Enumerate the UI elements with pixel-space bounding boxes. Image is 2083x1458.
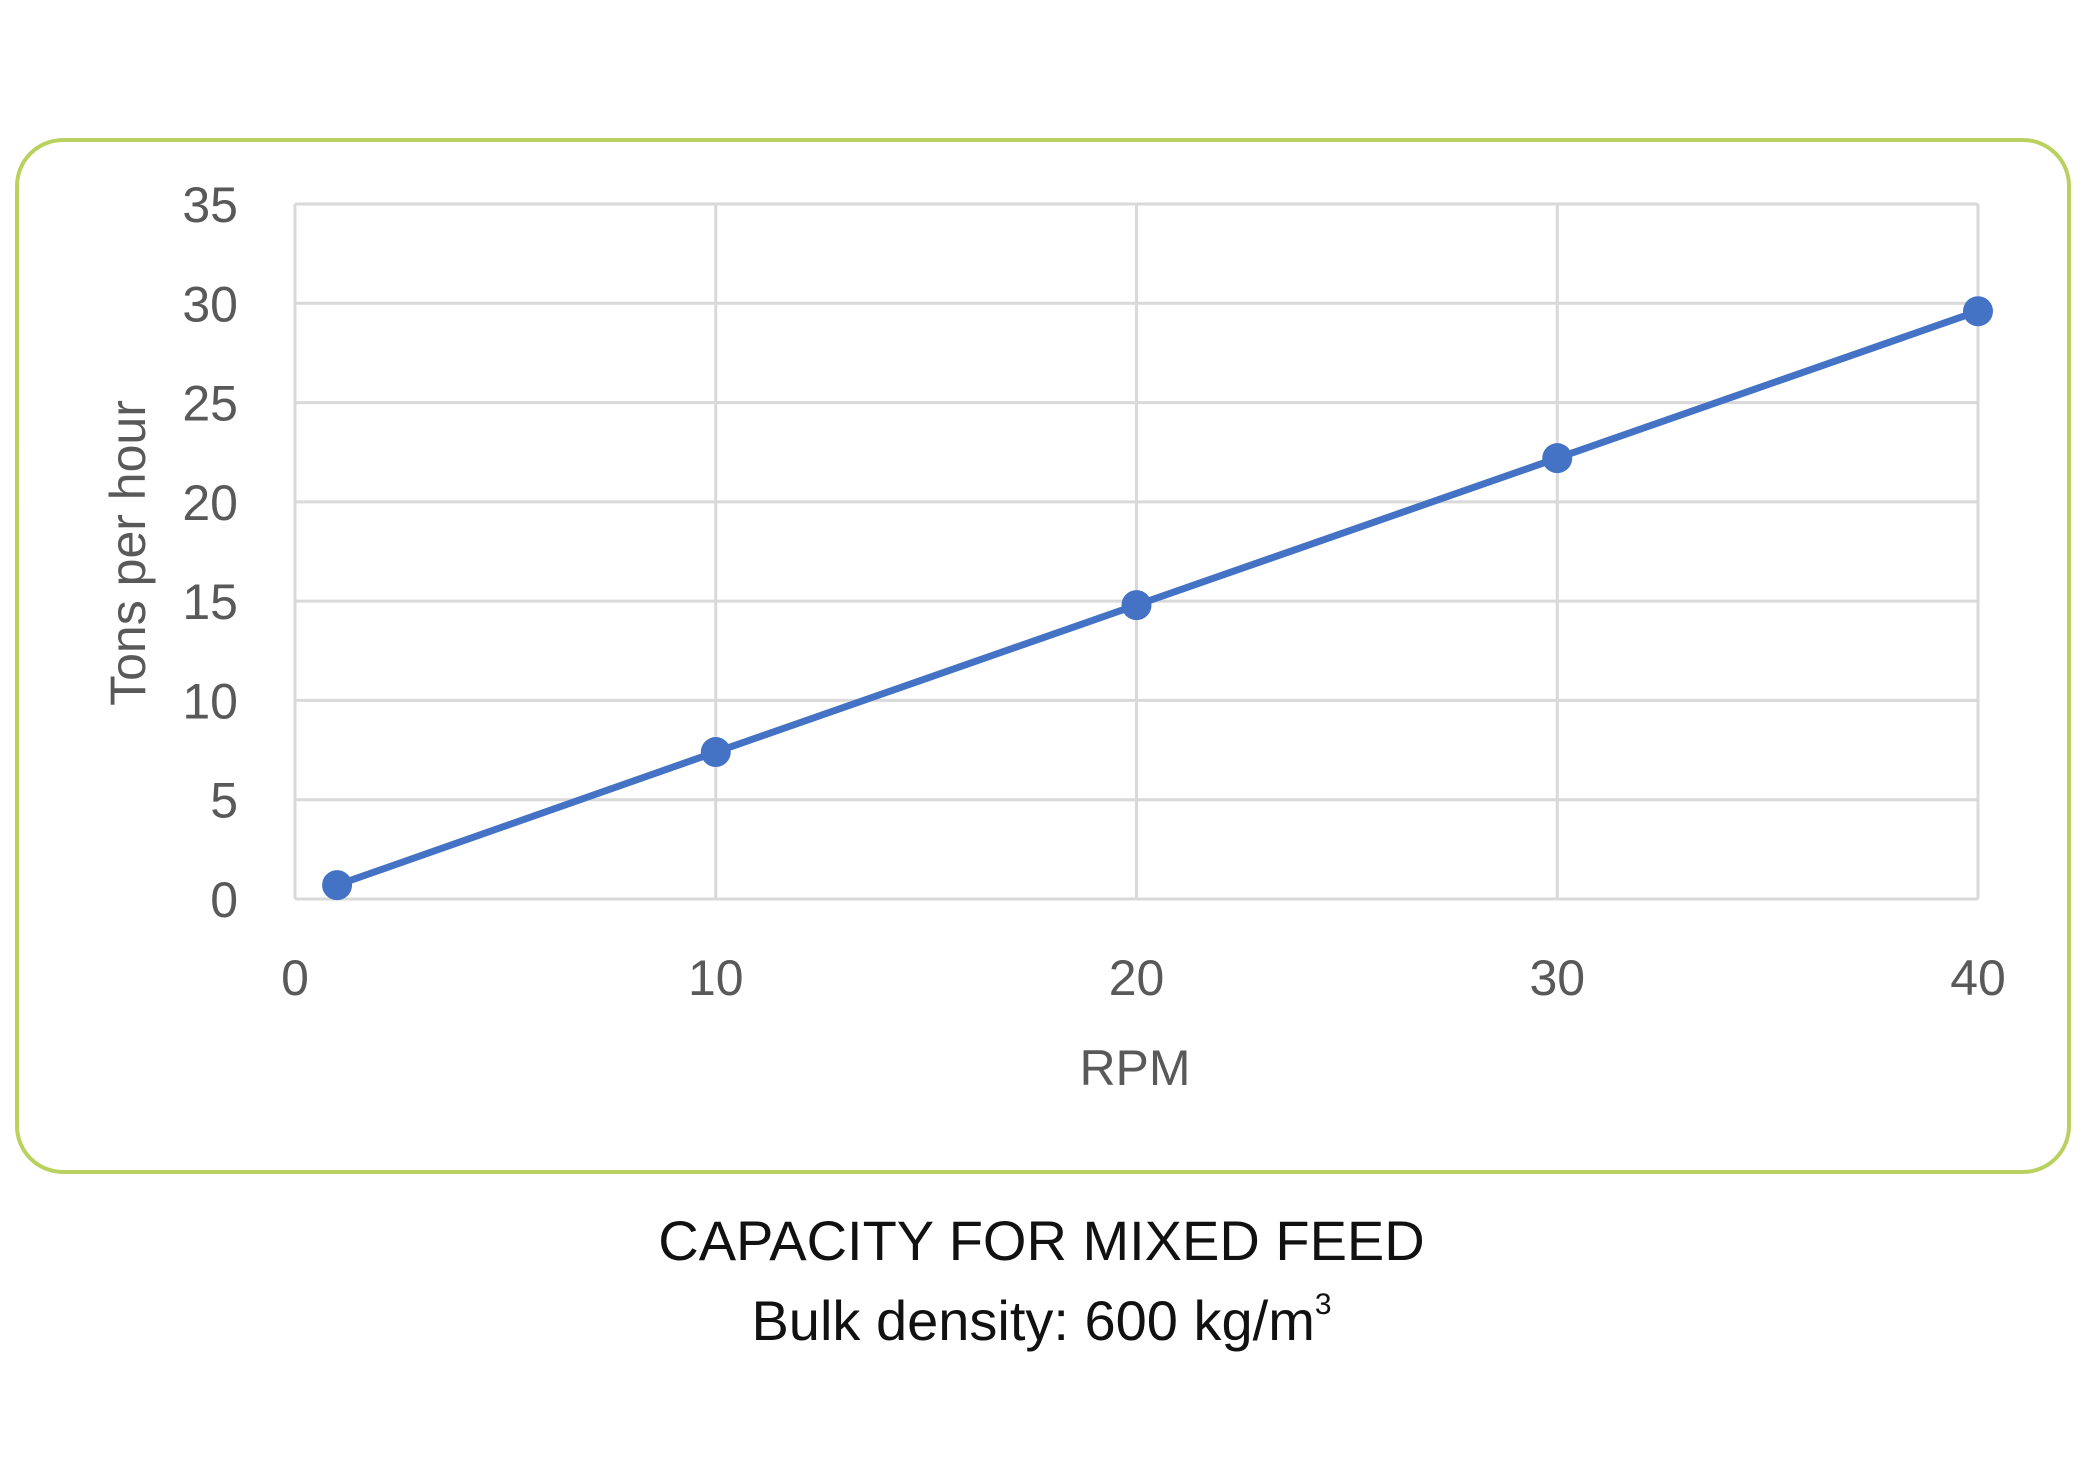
data-point <box>700 737 731 768</box>
data-point <box>1963 296 1993 327</box>
y-tick-label: 5 <box>210 773 238 829</box>
x-tick-label: 30 <box>1529 950 1585 1006</box>
y-tick-label: 30 <box>182 276 238 332</box>
y-tick-label: 35 <box>182 177 238 233</box>
chart-frame: 0 5 10 15 20 25 30 35 0 10 20 30 40 RPM Tons per ho… <box>15 138 2071 1174</box>
y-tick-label: 20 <box>182 475 238 531</box>
chart-subtitle: Bulk density: 600 kg/m3 <box>0 1290 2083 1349</box>
x-tick-label: 10 <box>688 950 744 1006</box>
x-tick-label: 20 <box>1109 950 1165 1006</box>
y-axis-label: Tons per hour <box>100 400 156 706</box>
chart-title: CAPACITY FOR MIXED FEED <box>658 1209 1425 1272</box>
x-axis-label: RPM <box>1079 1040 1190 1096</box>
x-tick-label: 40 <box>1950 950 2006 1006</box>
y-tick-label: 25 <box>182 376 238 432</box>
y-tick-label: 15 <box>182 574 238 630</box>
x-tick-label: 0 <box>281 950 309 1006</box>
chart-border <box>15 138 2071 1174</box>
data-point <box>322 870 353 901</box>
series-group <box>322 296 1993 901</box>
chart-subtitle-text: Bulk density: 600 kg/m <box>751 1289 1315 1352</box>
x-tick-labels: 0 10 20 30 40 <box>281 950 2006 1006</box>
y-tick-label: 10 <box>182 673 238 729</box>
y-tick-label: 0 <box>210 872 238 928</box>
chart-subtitle-superscript: 3 <box>1314 1288 1332 1321</box>
y-tick-labels: 0 5 10 15 20 25 30 35 <box>182 177 238 928</box>
data-point <box>1542 443 1573 474</box>
data-point <box>1121 590 1152 621</box>
